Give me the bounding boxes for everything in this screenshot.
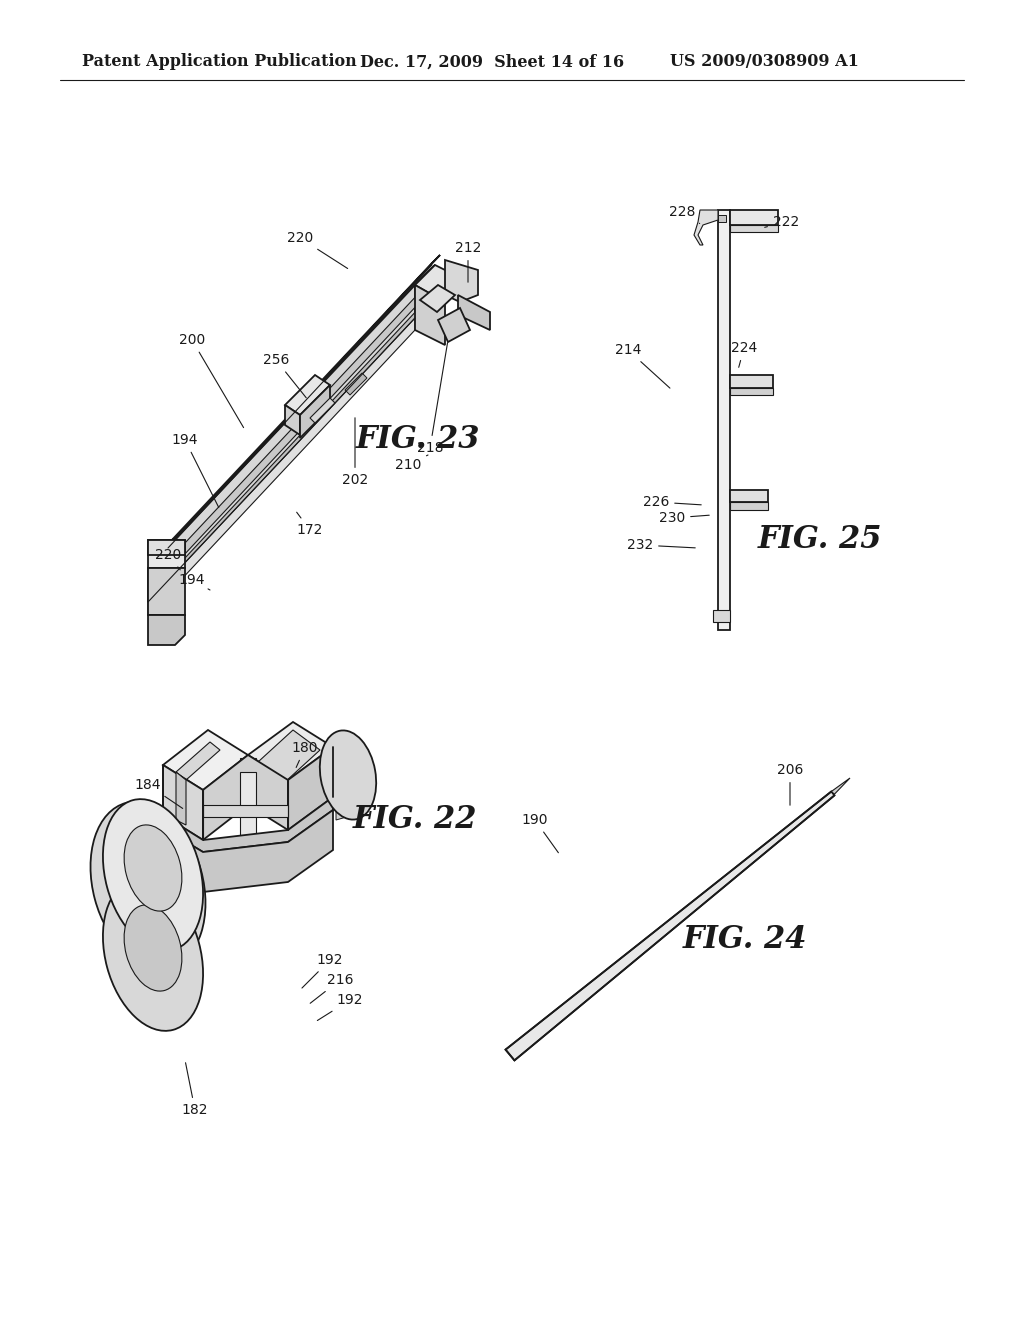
Polygon shape [148, 318, 415, 615]
Text: 228: 228 [669, 205, 699, 223]
Text: 256: 256 [263, 352, 306, 397]
Ellipse shape [103, 879, 203, 1031]
Polygon shape [415, 265, 465, 302]
Text: 232: 232 [627, 539, 695, 552]
Polygon shape [155, 286, 428, 576]
Polygon shape [730, 490, 768, 502]
Polygon shape [148, 615, 185, 645]
Text: 192: 192 [302, 953, 343, 989]
Polygon shape [163, 766, 203, 840]
Text: 220: 220 [287, 231, 348, 268]
Text: 180: 180 [292, 741, 318, 767]
Text: 192: 192 [317, 993, 364, 1020]
Polygon shape [248, 722, 333, 780]
Polygon shape [831, 777, 850, 795]
Polygon shape [310, 399, 335, 422]
Text: 230: 230 [658, 511, 710, 525]
Polygon shape [420, 285, 455, 312]
Ellipse shape [319, 730, 376, 820]
Polygon shape [176, 742, 220, 780]
Polygon shape [438, 308, 470, 342]
Polygon shape [240, 772, 256, 840]
Text: FIG. 22: FIG. 22 [352, 804, 477, 836]
Polygon shape [730, 375, 773, 388]
Text: 194: 194 [172, 433, 219, 507]
Polygon shape [285, 375, 330, 414]
Text: Patent Application Publication: Patent Application Publication [82, 54, 356, 70]
Text: 218: 218 [417, 343, 447, 455]
Polygon shape [336, 804, 364, 820]
Polygon shape [176, 772, 186, 825]
Polygon shape [148, 568, 185, 615]
Text: FIG. 24: FIG. 24 [683, 924, 807, 956]
Polygon shape [506, 792, 835, 1060]
Ellipse shape [90, 801, 206, 969]
Ellipse shape [124, 906, 182, 991]
Text: 182: 182 [181, 1063, 208, 1117]
Polygon shape [285, 405, 300, 436]
Text: 214: 214 [614, 343, 670, 388]
Polygon shape [258, 730, 319, 781]
Polygon shape [163, 810, 333, 892]
Polygon shape [730, 502, 768, 510]
Text: 172: 172 [297, 512, 324, 537]
Ellipse shape [103, 799, 203, 950]
Text: 184: 184 [135, 777, 182, 808]
Polygon shape [203, 805, 288, 817]
Polygon shape [240, 758, 256, 772]
Text: 210: 210 [395, 455, 428, 473]
Text: US 2009/0308909 A1: US 2009/0308909 A1 [670, 54, 859, 70]
Polygon shape [155, 292, 420, 586]
Text: 200: 200 [179, 333, 244, 428]
Polygon shape [445, 260, 478, 302]
Polygon shape [148, 540, 185, 568]
Polygon shape [163, 797, 333, 851]
Polygon shape [718, 215, 726, 222]
Polygon shape [730, 210, 778, 224]
Polygon shape [300, 385, 330, 438]
Polygon shape [163, 730, 248, 789]
Polygon shape [415, 285, 445, 345]
Polygon shape [694, 210, 718, 246]
Polygon shape [458, 294, 490, 330]
Polygon shape [730, 224, 778, 232]
Text: FIG. 25: FIG. 25 [758, 524, 883, 556]
Polygon shape [148, 540, 185, 554]
Polygon shape [339, 781, 367, 799]
Polygon shape [148, 265, 435, 568]
Polygon shape [203, 755, 288, 840]
Text: 226: 226 [643, 495, 701, 510]
Text: 220: 220 [155, 548, 181, 570]
Polygon shape [730, 388, 773, 395]
Text: 206: 206 [777, 763, 803, 805]
Text: 202: 202 [342, 417, 368, 487]
Text: 222: 222 [765, 215, 799, 228]
Polygon shape [718, 210, 730, 630]
Polygon shape [288, 747, 333, 830]
Text: FIG. 23: FIG. 23 [355, 425, 480, 455]
Polygon shape [345, 374, 367, 395]
Polygon shape [170, 255, 440, 543]
Text: Dec. 17, 2009  Sheet 14 of 16: Dec. 17, 2009 Sheet 14 of 16 [360, 54, 624, 70]
Text: 224: 224 [731, 341, 757, 367]
Text: 212: 212 [455, 242, 481, 282]
Text: 194: 194 [179, 573, 210, 590]
Text: 216: 216 [310, 973, 353, 1003]
Polygon shape [342, 760, 370, 776]
Text: 190: 190 [522, 813, 558, 853]
Polygon shape [713, 610, 730, 622]
Polygon shape [155, 308, 420, 602]
Ellipse shape [124, 825, 182, 911]
Polygon shape [148, 285, 415, 602]
